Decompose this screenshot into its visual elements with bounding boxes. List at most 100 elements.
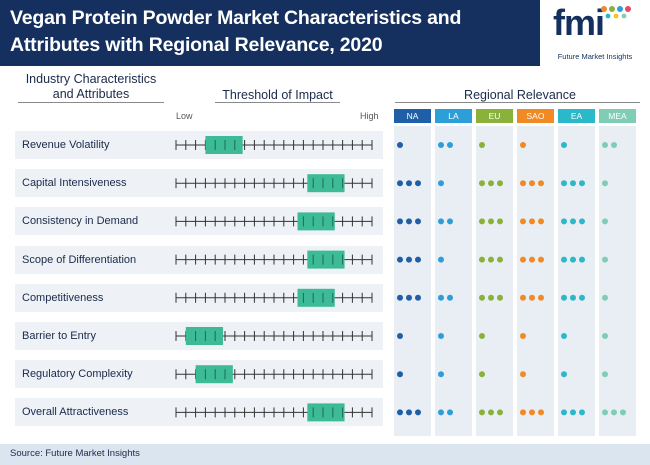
relevance-dot-eu [479,180,485,187]
region-badge-la: LA [435,109,472,123]
relevance-dot-na [406,294,412,301]
relevance-dot-na [397,294,403,301]
relevance-dot-sao [520,333,526,339]
relevance-dot-ea [570,294,576,301]
relevance-dot-na [397,218,403,225]
relevance-dot-ea [570,218,576,225]
row-label: Scope of Differentiation [22,253,137,266]
impact-bar [185,327,224,345]
relevance-dot-la [438,256,444,263]
relevance-dot-eu [497,294,503,301]
relevance-dot-na [406,256,412,263]
relevance-dot-mea [602,180,608,187]
impact-bar [297,212,335,231]
regional-rule [395,102,640,103]
logo-wordmark: fmi [553,2,605,43]
relevance-dot-na [406,409,412,416]
row-label: Revenue Volatility [22,139,110,151]
relevance-dot-la [438,409,444,416]
relevance-dot-na [415,180,421,187]
relevance-dot-ea [561,409,567,416]
relevance-dot-eu [488,180,494,187]
page-title: Vegan Protein Powder Market Characterist… [10,7,462,56]
relevance-dot-eu [497,256,503,263]
row-label: Regulatory Complexity [22,368,133,381]
threshold-rule [215,102,340,103]
relevance-dot-ea [570,180,576,187]
relevance-dot-mea [602,294,608,301]
relevance-dot-mea [620,409,626,416]
relevance-dot-na [415,218,421,225]
relevance-dot-la [438,333,444,339]
relevance-dot-eu [488,218,494,225]
relevance-dot-ea [561,256,567,263]
source-note: Source: Future Market Insights [10,448,140,459]
relevance-dot-eu [497,409,503,416]
relevance-dot-ea [570,409,576,416]
fmi-logo: fmi Future Market Insights [540,0,650,66]
relevance-dot-ea [561,180,567,187]
relevance-dot-eu [497,180,503,187]
relevance-dot-sao [520,371,526,378]
region-column-eu [476,126,513,436]
relevance-dot-la [438,218,444,225]
region-badge-sao: SAO [517,109,554,123]
characteristics-heading: Industry Characteristics and Attributes [25,72,157,101]
relevance-dot-eu [488,294,494,301]
row-label: Capital Intensiveness [22,177,127,190]
relevance-dot-sao [538,256,544,263]
relevance-dot-mea [602,256,608,263]
relevance-dot-sao [520,218,526,225]
relevance-dot-sao [538,218,544,225]
relevance-dot-mea [602,333,608,339]
region-badge-na: NA [394,109,431,123]
relevance-dot-na [397,180,403,187]
relevance-dot-ea [561,294,567,301]
row-label: Consistency in Demand [22,215,139,228]
logo-tagline: Future Market Insights [557,52,633,61]
relevance-dot-la [447,142,453,148]
impact-bar [307,250,345,269]
relevance-dot-ea [570,256,576,263]
impact-and-relevance-graphics [175,136,626,422]
relevance-dot-eu [479,218,485,225]
region-badge-eu: EU [476,109,513,123]
relevance-dot-eu [479,294,485,301]
relevance-dot-na [397,256,403,263]
relevance-dot-mea [602,142,608,148]
relevance-dot-ea [561,333,567,339]
relevance-dot-sao [529,256,535,263]
row-label: Competitiveness [22,291,104,304]
region-column-na [394,126,431,436]
relevance-dot-eu [479,371,485,378]
threshold-heading: Threshold of Impact [222,88,333,102]
relevance-dot-na [397,409,403,416]
relevance-dot-na [415,409,421,416]
impact-bar [205,136,243,154]
region-badge-mea: MEA [599,109,636,123]
relevance-dot-mea [602,409,608,416]
relevance-dot-sao [538,294,544,301]
relevance-dot-mea [602,218,608,225]
relevance-dot-sao [520,142,526,148]
relevance-dot-la [438,294,444,301]
relevance-dot-eu [488,256,494,263]
impact-bar [307,403,345,422]
relevance-dot-sao [529,294,535,301]
relevance-dot-la [447,294,453,301]
relevance-dot-mea [611,142,617,148]
relevance-dot-na [397,333,403,339]
relevance-dot-eu [479,409,485,416]
logo-dots-icon [601,6,631,19]
impact-bar [297,288,335,307]
relevance-dot-eu [497,218,503,225]
relevance-dot-sao [529,409,535,416]
relevance-dot-sao [520,256,526,263]
relevance-dot-la [447,409,453,416]
relevance-dot-ea [579,218,585,225]
relevance-dot-mea [602,371,608,378]
region-column-sao [517,126,554,436]
relevance-dot-na [406,218,412,225]
relevance-dot-eu [479,333,485,339]
relevance-dot-sao [520,180,526,187]
